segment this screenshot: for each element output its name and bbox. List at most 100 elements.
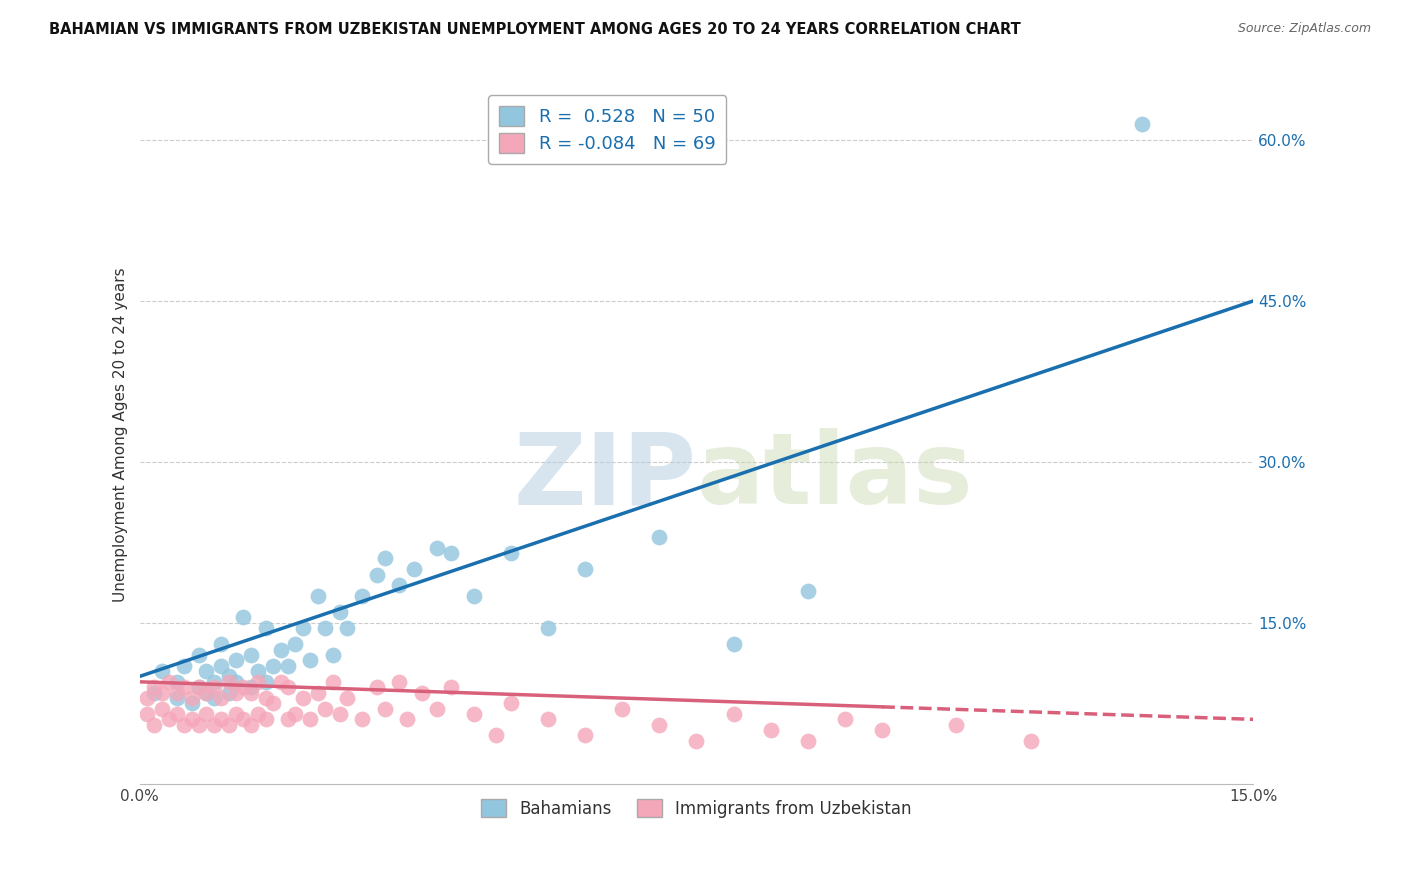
Point xyxy=(499,696,522,710)
Point xyxy=(150,701,173,715)
Point xyxy=(425,541,447,555)
Point xyxy=(254,712,277,726)
Point xyxy=(209,637,232,651)
Point xyxy=(173,680,195,694)
Point xyxy=(225,674,247,689)
Text: ZIP: ZIP xyxy=(513,428,696,525)
Point xyxy=(262,696,284,710)
Point xyxy=(648,717,671,731)
Y-axis label: Unemployment Among Ages 20 to 24 years: Unemployment Among Ages 20 to 24 years xyxy=(114,268,128,602)
Point xyxy=(314,701,336,715)
Point xyxy=(307,685,329,699)
Point xyxy=(440,546,463,560)
Point xyxy=(195,685,218,699)
Point xyxy=(180,712,202,726)
Point xyxy=(336,621,359,635)
Point xyxy=(1019,734,1042,748)
Point xyxy=(537,621,560,635)
Point xyxy=(299,712,322,726)
Point xyxy=(352,712,374,726)
Point xyxy=(180,696,202,710)
Point xyxy=(336,690,359,705)
Point xyxy=(395,712,418,726)
Point xyxy=(143,680,166,694)
Point xyxy=(209,690,232,705)
Point xyxy=(1130,117,1153,131)
Point xyxy=(499,546,522,560)
Point xyxy=(291,690,314,705)
Point xyxy=(232,680,254,694)
Point xyxy=(612,701,634,715)
Point xyxy=(166,706,188,721)
Point xyxy=(945,717,967,731)
Point xyxy=(136,706,159,721)
Point xyxy=(202,680,225,694)
Point xyxy=(329,605,352,619)
Point xyxy=(247,674,270,689)
Point xyxy=(388,674,411,689)
Point xyxy=(284,637,307,651)
Point xyxy=(291,621,314,635)
Point xyxy=(225,706,247,721)
Point xyxy=(270,642,292,657)
Point xyxy=(225,653,247,667)
Point xyxy=(262,658,284,673)
Point xyxy=(150,664,173,678)
Point xyxy=(143,685,166,699)
Point xyxy=(759,723,782,737)
Point xyxy=(187,648,209,662)
Point xyxy=(723,637,745,651)
Point xyxy=(166,685,188,699)
Point xyxy=(834,712,856,726)
Point xyxy=(209,658,232,673)
Point xyxy=(388,578,411,592)
Text: BAHAMIAN VS IMMIGRANTS FROM UZBEKISTAN UNEMPLOYMENT AMONG AGES 20 TO 24 YEARS CO: BAHAMIAN VS IMMIGRANTS FROM UZBEKISTAN U… xyxy=(49,22,1021,37)
Point xyxy=(232,610,254,624)
Point xyxy=(277,680,299,694)
Point xyxy=(574,729,596,743)
Point xyxy=(218,669,240,683)
Point xyxy=(195,706,218,721)
Point xyxy=(218,685,240,699)
Point xyxy=(648,530,671,544)
Point xyxy=(187,680,209,694)
Point xyxy=(254,690,277,705)
Point xyxy=(322,648,344,662)
Point xyxy=(209,712,232,726)
Point xyxy=(352,589,374,603)
Point xyxy=(463,706,485,721)
Point xyxy=(440,680,463,694)
Point xyxy=(797,734,820,748)
Point xyxy=(537,712,560,726)
Point xyxy=(404,562,426,576)
Point xyxy=(797,583,820,598)
Point xyxy=(366,680,388,694)
Point xyxy=(277,658,299,673)
Point xyxy=(225,685,247,699)
Point xyxy=(870,723,893,737)
Point xyxy=(425,701,447,715)
Legend: Bahamians, Immigrants from Uzbekistan: Bahamians, Immigrants from Uzbekistan xyxy=(474,792,918,824)
Point xyxy=(574,562,596,576)
Point xyxy=(187,680,209,694)
Point xyxy=(157,712,180,726)
Point xyxy=(202,690,225,705)
Point xyxy=(218,674,240,689)
Point xyxy=(157,674,180,689)
Point xyxy=(284,706,307,721)
Point xyxy=(411,685,433,699)
Point xyxy=(202,717,225,731)
Point xyxy=(254,621,277,635)
Point xyxy=(307,589,329,603)
Point xyxy=(166,690,188,705)
Point xyxy=(247,664,270,678)
Point xyxy=(374,551,396,566)
Point xyxy=(685,734,707,748)
Point xyxy=(723,706,745,721)
Point xyxy=(239,680,262,694)
Text: Source: ZipAtlas.com: Source: ZipAtlas.com xyxy=(1237,22,1371,36)
Point xyxy=(239,648,262,662)
Point xyxy=(366,567,388,582)
Point xyxy=(374,701,396,715)
Point xyxy=(322,674,344,689)
